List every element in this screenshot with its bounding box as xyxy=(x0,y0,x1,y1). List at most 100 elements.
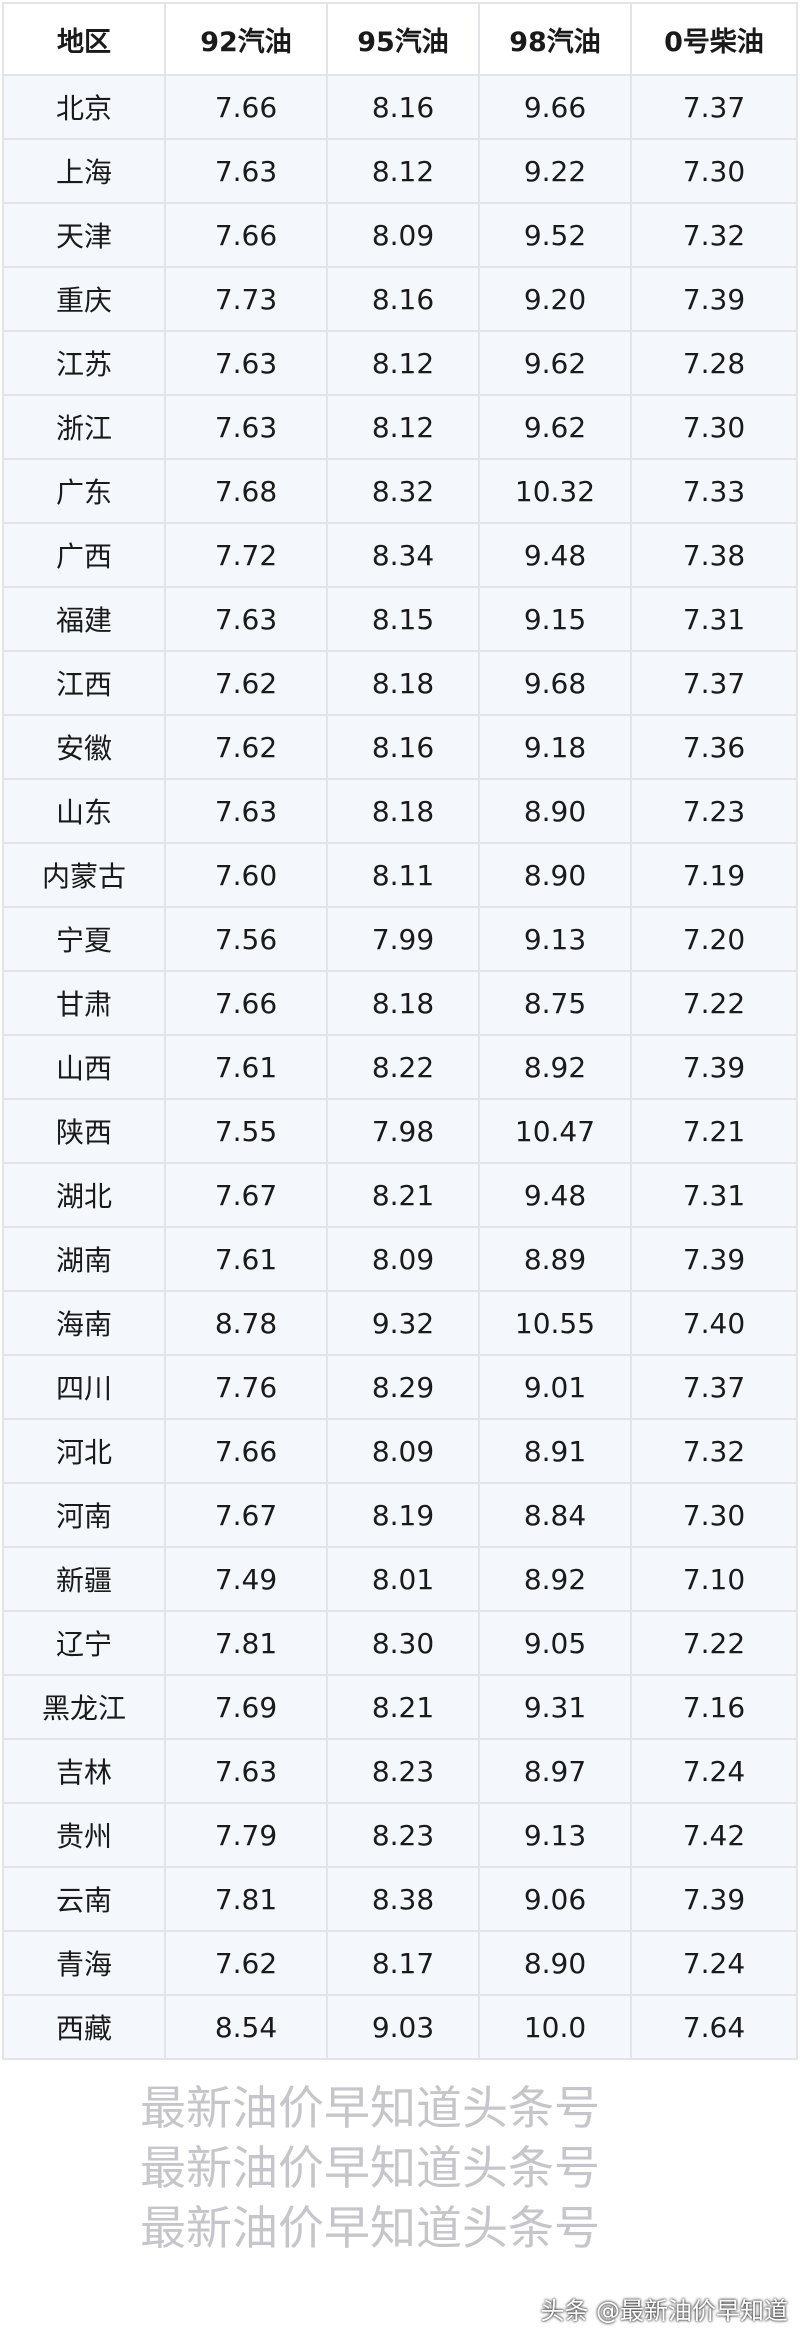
price-cell: 8.32 xyxy=(326,458,480,524)
region-cell: 青海 xyxy=(2,1930,166,1996)
price-cell: 7.63 xyxy=(164,138,328,204)
price-cell: 9.20 xyxy=(478,266,632,332)
price-cell: 8.75 xyxy=(478,970,632,1036)
price-cell: 7.33 xyxy=(630,458,798,524)
price-cell: 8.54 xyxy=(164,1994,328,2060)
price-cell: 8.89 xyxy=(478,1226,632,1292)
price-cell: 10.0 xyxy=(478,1994,632,2060)
price-cell: 10.32 xyxy=(478,458,632,524)
price-cell: 9.15 xyxy=(478,586,632,652)
price-cell: 9.22 xyxy=(478,138,632,204)
price-cell: 7.67 xyxy=(164,1162,328,1228)
price-cell: 9.62 xyxy=(478,330,632,396)
table-row: 山西 7.61 8.22 8.92 7.39 xyxy=(2,1034,798,1100)
table-row: 黑龙江 7.69 8.21 9.31 7.16 xyxy=(2,1674,798,1740)
price-cell: 7.39 xyxy=(630,1866,798,1932)
watermark: 最新油价早知道头条号 xyxy=(140,2141,600,2195)
table-row: 广东 7.68 8.32 10.32 7.33 xyxy=(2,458,798,524)
price-cell: 8.92 xyxy=(478,1034,632,1100)
table-row: 天津 7.66 8.09 9.52 7.32 xyxy=(2,202,798,268)
table-row: 海南 8.78 9.32 10.55 7.40 xyxy=(2,1290,798,1356)
price-cell: 8.18 xyxy=(326,778,480,844)
price-cell: 10.55 xyxy=(478,1290,632,1356)
table-row: 辽宁 7.81 8.30 9.05 7.22 xyxy=(2,1610,798,1676)
table-row: 河北 7.66 8.09 8.91 7.32 xyxy=(2,1418,798,1484)
price-cell: 7.60 xyxy=(164,842,328,908)
price-cell: 7.61 xyxy=(164,1034,328,1100)
region-cell: 新疆 xyxy=(2,1546,166,1612)
region-cell: 云南 xyxy=(2,1866,166,1932)
region-cell: 四川 xyxy=(2,1354,166,1420)
region-cell: 江苏 xyxy=(2,330,166,396)
table-row: 北京 7.66 8.16 9.66 7.37 xyxy=(2,74,798,140)
price-cell: 7.62 xyxy=(164,714,328,780)
table-row: 贵州 7.79 8.23 9.13 7.42 xyxy=(2,1802,798,1868)
price-cell: 9.66 xyxy=(478,74,632,140)
column-header: 98汽油 xyxy=(478,2,632,76)
region-cell: 黑龙江 xyxy=(2,1674,166,1740)
region-cell: 浙江 xyxy=(2,394,166,460)
table-row: 上海 7.63 8.12 9.22 7.30 xyxy=(2,138,798,204)
price-cell: 7.62 xyxy=(164,1930,328,1996)
price-cell: 7.30 xyxy=(630,394,798,460)
price-cell: 8.16 xyxy=(326,266,480,332)
price-cell: 7.72 xyxy=(164,522,328,588)
price-cell: 7.10 xyxy=(630,1546,798,1612)
price-cell: 7.30 xyxy=(630,138,798,204)
price-cell: 8.19 xyxy=(326,1482,480,1548)
price-cell: 9.06 xyxy=(478,1866,632,1932)
price-cell: 8.17 xyxy=(326,1930,480,1996)
price-cell: 8.18 xyxy=(326,970,480,1036)
price-cell: 7.67 xyxy=(164,1482,328,1548)
price-cell: 8.23 xyxy=(326,1738,480,1804)
price-cell: 9.52 xyxy=(478,202,632,268)
watermark: 最新油价早知道头条号 xyxy=(140,2081,600,2135)
table-row: 广西 7.72 8.34 9.48 7.38 xyxy=(2,522,798,588)
table-row: 江苏 7.63 8.12 9.62 7.28 xyxy=(2,330,798,396)
price-cell: 7.32 xyxy=(630,1418,798,1484)
price-cell: 7.63 xyxy=(164,330,328,396)
price-cell: 8.16 xyxy=(326,74,480,140)
watermark: 最新油价早知道头条号 xyxy=(140,2201,600,2255)
region-cell: 海南 xyxy=(2,1290,166,1356)
region-cell: 辽宁 xyxy=(2,1610,166,1676)
price-cell: 7.32 xyxy=(630,202,798,268)
price-cell: 7.30 xyxy=(630,1482,798,1548)
region-cell: 安徽 xyxy=(2,714,166,780)
region-cell: 山西 xyxy=(2,1034,166,1100)
price-cell: 7.49 xyxy=(164,1546,328,1612)
price-cell: 7.37 xyxy=(630,74,798,140)
price-cell: 7.23 xyxy=(630,778,798,844)
price-cell: 8.12 xyxy=(326,394,480,460)
fuel-price-table: 地区 92汽油 95汽油 98汽油 0号柴油 北京 7.66 8.16 9.66 7.37 上海 7… xyxy=(2,2,798,2060)
price-cell: 10.47 xyxy=(478,1098,632,1164)
table-row: 内蒙古 7.60 8.11 8.90 7.19 xyxy=(2,842,798,908)
table-row: 陕西 7.55 7.98 10.47 7.21 xyxy=(2,1098,798,1164)
region-cell: 甘肃 xyxy=(2,970,166,1036)
price-cell: 8.11 xyxy=(326,842,480,908)
price-cell: 8.30 xyxy=(326,1610,480,1676)
region-cell: 重庆 xyxy=(2,266,166,332)
price-cell: 8.38 xyxy=(326,1866,480,1932)
price-cell: 7.69 xyxy=(164,1674,328,1740)
price-cell: 8.34 xyxy=(326,522,480,588)
table-row: 湖北 7.67 8.21 9.48 7.31 xyxy=(2,1162,798,1228)
price-cell: 9.05 xyxy=(478,1610,632,1676)
region-cell: 广东 xyxy=(2,458,166,524)
price-cell: 7.24 xyxy=(630,1738,798,1804)
price-cell: 8.12 xyxy=(326,330,480,396)
region-cell: 陕西 xyxy=(2,1098,166,1164)
table-row: 江西 7.62 8.18 9.68 7.37 xyxy=(2,650,798,716)
price-cell: 7.37 xyxy=(630,1354,798,1420)
price-cell: 7.63 xyxy=(164,1738,328,1804)
region-cell: 吉林 xyxy=(2,1738,166,1804)
price-cell: 7.38 xyxy=(630,522,798,588)
region-cell: 山东 xyxy=(2,778,166,844)
price-cell: 7.68 xyxy=(164,458,328,524)
price-cell: 7.81 xyxy=(164,1866,328,1932)
price-cell: 8.92 xyxy=(478,1546,632,1612)
price-cell: 8.16 xyxy=(326,714,480,780)
region-cell: 内蒙古 xyxy=(2,842,166,908)
table-row: 新疆 7.49 8.01 8.92 7.10 xyxy=(2,1546,798,1612)
price-cell: 8.84 xyxy=(478,1482,632,1548)
